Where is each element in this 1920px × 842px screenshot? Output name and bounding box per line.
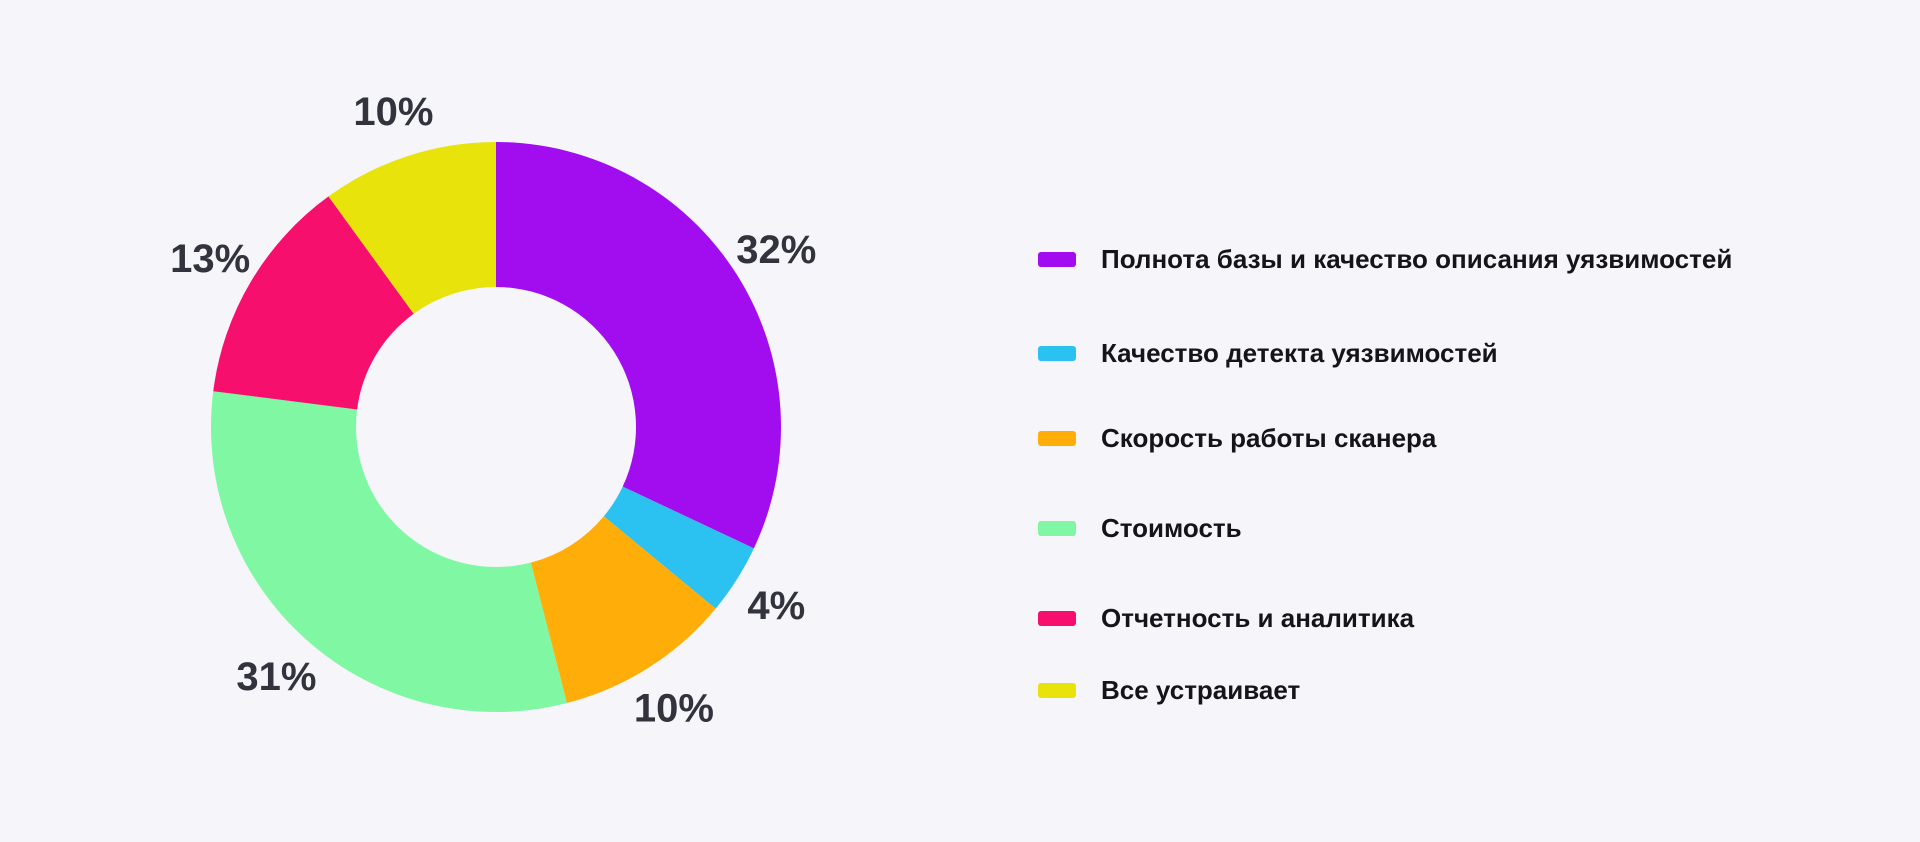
legend-swatch-icon — [1038, 682, 1076, 698]
legend-swatch-icon — [1038, 251, 1076, 267]
legend-item-5: Отчетность и аналитика — [1038, 601, 1414, 635]
legend-label: Качество детекта уязвимостей — [1101, 337, 1498, 368]
legend-item-4: Стоимость — [1038, 511, 1242, 545]
legend-swatch-icon — [1038, 520, 1076, 536]
slice-value-label-1: 32% — [736, 228, 816, 272]
slice-value-label-2: 4% — [747, 584, 805, 628]
legend-label: Стоимость — [1101, 512, 1242, 543]
legend-swatch-icon — [1038, 430, 1076, 446]
legend-label: Отчетность и аналитика — [1101, 602, 1415, 633]
slice-value-label-6: 10% — [353, 90, 433, 134]
legend-swatch-icon — [1038, 610, 1076, 626]
slice-value-label-4: 31% — [236, 655, 316, 699]
pie-slice-2 — [603, 486, 754, 609]
legend-item-3: Скорость работы сканера — [1038, 421, 1436, 455]
legend-label: Все устраивает — [1101, 674, 1301, 705]
pie-slice-3 — [530, 516, 716, 704]
legend-item-2: Качество детекта уязвимостей — [1038, 336, 1498, 370]
pie-slice-6 — [328, 142, 496, 314]
chart-legend: Полнота базы и качество описания уязвимо… — [1038, 0, 1878, 842]
legend-swatch-icon — [1038, 345, 1076, 361]
pie-slice-4 — [211, 391, 567, 713]
legend-label: Полнота базы и качество описания уязвимо… — [1101, 243, 1733, 274]
pie-slice-1 — [496, 142, 782, 549]
pie-slice-5 — [213, 196, 414, 410]
legend-item-6: Все устраивает — [1038, 673, 1300, 707]
slice-value-label-5: 13% — [170, 237, 250, 281]
slice-value-label-3: 10% — [634, 686, 714, 730]
legend-item-1: Полнота базы и качество описания уязвимо… — [1038, 242, 1732, 276]
legend-label: Скорость работы сканера — [1101, 422, 1437, 453]
